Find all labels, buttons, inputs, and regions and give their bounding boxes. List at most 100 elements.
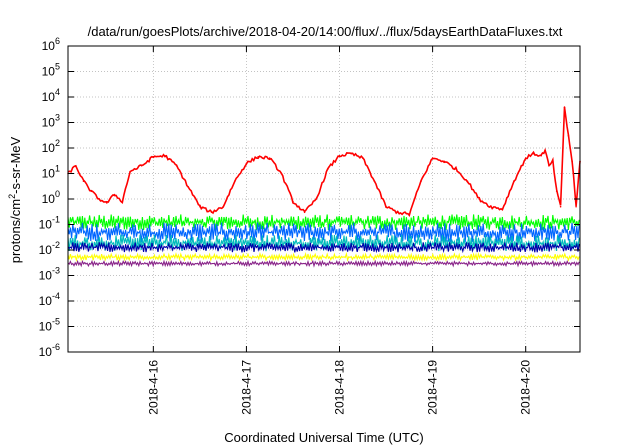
y-tick-base: 10: [42, 65, 56, 79]
series-point: [338, 154, 341, 157]
y-tick-exponent: 5: [55, 62, 60, 72]
x-tick-label: 2018-4-17: [239, 360, 253, 415]
y-tick-label: 101: [42, 164, 60, 181]
y-tick-base: 10: [39, 218, 53, 232]
series-point: [385, 205, 387, 208]
series-layer: [67, 106, 581, 268]
series-point: [350, 152, 353, 155]
series-point: [431, 157, 434, 159]
y-tick-base: 10: [42, 90, 56, 104]
series-band-6: [67, 259, 580, 268]
y-tick-exponent: 0: [55, 189, 60, 199]
x-tick-label: 2018-4-20: [519, 360, 533, 415]
series-point: [567, 135, 570, 137]
series-point: [575, 205, 577, 208]
series-point: [140, 165, 143, 167]
series-point: [303, 211, 306, 214]
series-point: [571, 160, 573, 163]
y-tick-base: 10: [42, 39, 56, 53]
series-point: [75, 165, 77, 167]
y-tick-base: 10: [39, 243, 53, 257]
y-tick-base: 10: [42, 116, 56, 130]
series-point: [478, 198, 481, 200]
axes: 10-610-510-410-310-210-11001011021031041…: [39, 36, 580, 415]
y-tick-label: 10-3: [39, 266, 60, 283]
series-point: [455, 168, 457, 170]
series-point: [106, 202, 108, 204]
series-point: [532, 152, 535, 155]
y-tick-exponent: 4: [55, 87, 60, 97]
y-tick-label: 103: [42, 113, 60, 130]
series-point: [90, 190, 93, 193]
y-tick-label: 10-6: [39, 342, 60, 359]
series-point: [82, 180, 85, 182]
x-tick-label: 2018-4-19: [426, 360, 440, 415]
series-point: [152, 156, 155, 158]
series-point: [396, 211, 399, 214]
series-point: [234, 180, 236, 182]
y-tick-exponent: -6: [52, 342, 60, 352]
y-tick-base: 10: [42, 141, 56, 155]
chart-title: /data/run/goesPlots/archive/2018-04-20/1…: [88, 24, 563, 39]
y-tick-label: 10-2: [39, 240, 60, 257]
series-point: [501, 208, 504, 210]
series-point: [443, 160, 446, 163]
series-point: [555, 190, 558, 193]
series-point: [268, 157, 271, 159]
y-tick-base: 10: [39, 320, 53, 334]
grid: [68, 46, 580, 352]
x-axis-label: Coordinated Universal Time (UTC): [224, 430, 423, 445]
y-tick-base: 10: [42, 192, 56, 206]
series-point: [113, 193, 116, 196]
series-point: [98, 198, 100, 200]
series-point: [245, 162, 248, 165]
series-point: [121, 200, 124, 203]
series-band-2: [67, 222, 580, 243]
series-point: [548, 165, 550, 167]
series-point: [552, 160, 554, 163]
y-tick-base: 10: [39, 294, 53, 308]
y-axis-label-exponent: 2: [7, 194, 17, 199]
series-band-4: [67, 241, 580, 254]
series-point: [280, 172, 283, 175]
y-tick-exponent: 1: [55, 164, 60, 174]
series-point: [540, 154, 542, 157]
series-point: [513, 180, 515, 182]
y-tick-label: 105: [42, 62, 60, 79]
series-point: [362, 157, 364, 159]
series-point: [466, 180, 469, 182]
y-tick-base: 10: [39, 345, 53, 359]
y-tick-label: 100: [42, 189, 60, 206]
y-tick-label: 106: [42, 36, 60, 53]
series-point: [292, 200, 294, 203]
y-axis-label-part-1: protons/cm: [8, 199, 23, 263]
series-point: [373, 180, 376, 182]
series-point: [257, 156, 259, 158]
series-point: [164, 154, 166, 157]
y-tick-label: 102: [42, 138, 60, 155]
series-point: [210, 211, 213, 214]
y-tick-exponent: -3: [52, 266, 60, 276]
series-point: [544, 149, 546, 152]
y-tick-base: 10: [39, 269, 53, 283]
y-tick-exponent: 6: [55, 36, 60, 46]
y-tick-exponent: 3: [55, 113, 60, 123]
series-point: [187, 186, 189, 188]
series-point: [559, 205, 562, 208]
series-point: [222, 205, 224, 208]
x-tick-label: 2018-4-16: [146, 360, 160, 415]
y-tick-exponent: 2: [55, 138, 60, 148]
x-tick-label: 2018-4-18: [333, 360, 347, 415]
series-point: [408, 213, 411, 216]
y-axis-label-part-2: -s-sr-MeV: [8, 136, 23, 193]
y-tick-exponent: -5: [52, 317, 60, 327]
y-tick-exponent: -1: [52, 215, 60, 225]
series-point: [175, 165, 178, 167]
y-tick-label: 104: [42, 87, 60, 104]
y-tick-label: 10-1: [39, 215, 60, 232]
y-tick-exponent: -4: [52, 291, 60, 301]
y-tick-exponent: -2: [52, 240, 60, 250]
series-point: [563, 106, 566, 108]
series-point: [129, 170, 131, 173]
